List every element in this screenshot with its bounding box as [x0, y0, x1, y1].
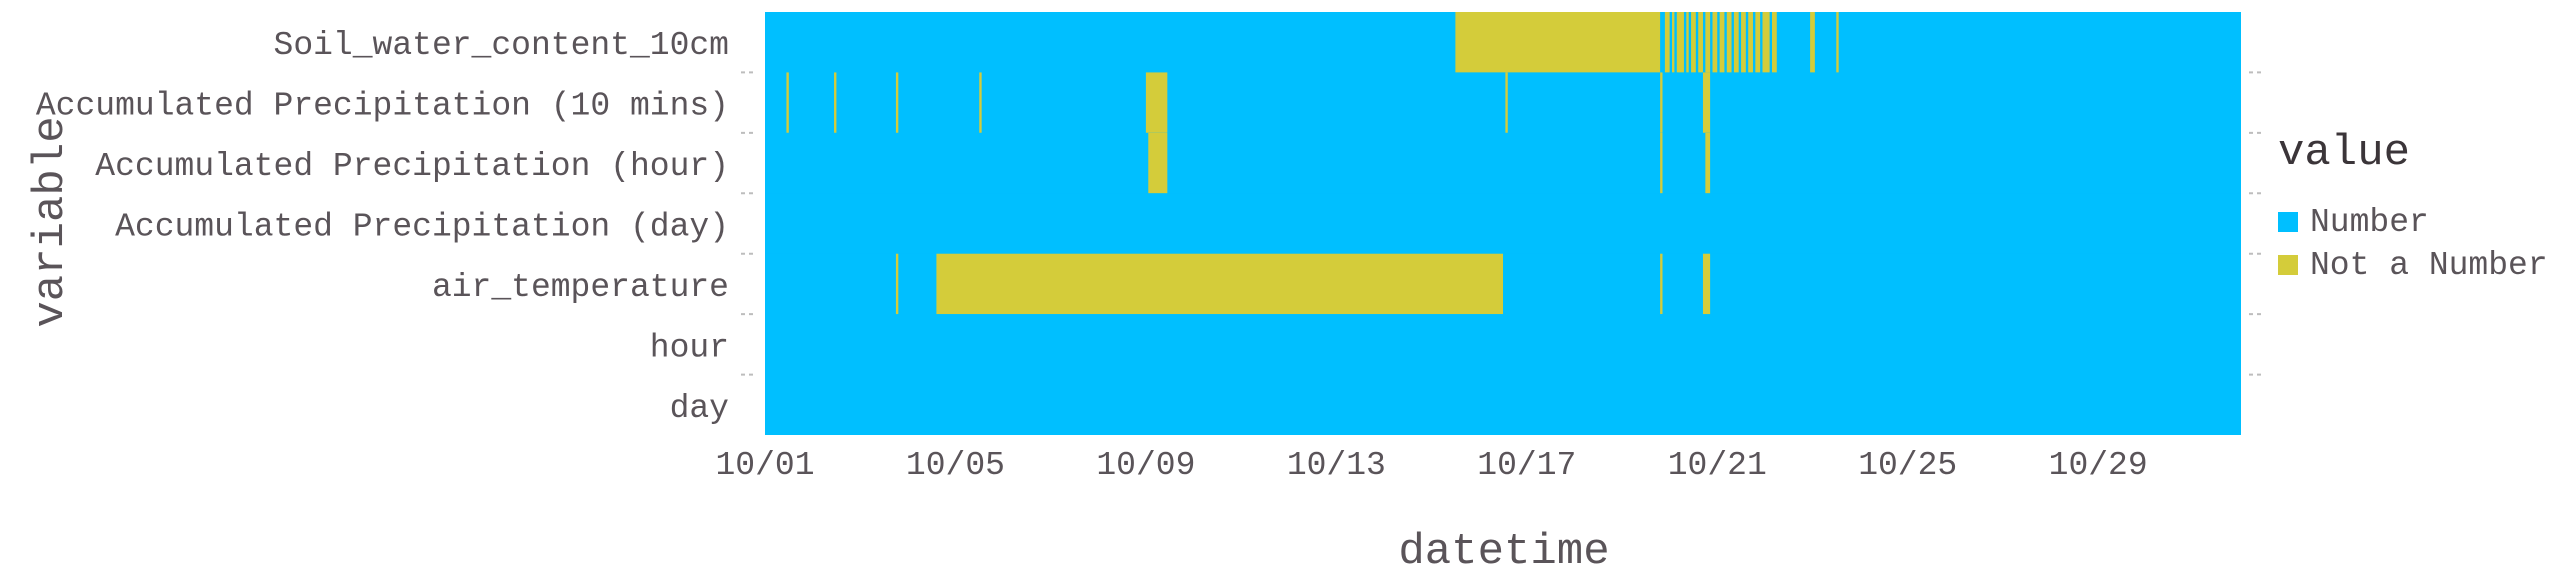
nan-segment [1772, 12, 1777, 73]
heatmap-row [765, 314, 2241, 375]
y-tick-label: Soil_water_content_10cm [274, 27, 729, 64]
nan-segment [834, 72, 837, 133]
x-tick-label: 10/13 [1287, 447, 1386, 484]
nan-segment [1698, 12, 1703, 73]
nan-segment [1686, 12, 1689, 73]
y-tick-label: air_temperature [432, 269, 729, 306]
legend-title: value [2278, 128, 2410, 178]
heatmap-row [765, 374, 2241, 435]
x-tick-label: 10/25 [1858, 447, 1957, 484]
nan-segment [1741, 12, 1746, 73]
x-tick-label: 10/29 [2049, 447, 2148, 484]
nan-segment [1719, 12, 1725, 73]
heatmap-row [765, 193, 2241, 254]
nan-segment [1702, 253, 1711, 315]
nan-segment [1810, 12, 1815, 73]
heatmap-row [765, 132, 2241, 194]
x-tick-label: 10/21 [1668, 447, 1767, 484]
legend-label: Number [2310, 204, 2429, 241]
y-tick-label: Accumulated Precipitation (hour) [95, 148, 729, 185]
y-tick-label: Accumulated Precipitation (day) [115, 209, 729, 246]
nan-segment [1660, 72, 1663, 133]
nan-segment [895, 72, 899, 133]
nan-segment [1726, 12, 1732, 73]
nan-segment [1505, 72, 1508, 133]
heatmap-row [765, 72, 2241, 133]
x-tick-label: 10/01 [715, 447, 814, 484]
y-axis-label: variable [26, 116, 76, 327]
nan-segment [1660, 253, 1663, 315]
nan-segment [1762, 12, 1770, 73]
nan-segment [979, 72, 982, 133]
nan-segment [936, 253, 1503, 315]
plot-area [765, 12, 2241, 435]
y-axis: Soil_water_content_10cm Accumulated Preci… [36, 27, 2265, 427]
x-tick-label: 10/05 [906, 447, 1005, 484]
nan-segment [1836, 12, 1839, 73]
nan-segment [1705, 12, 1711, 73]
nan-segment [1145, 72, 1168, 133]
nan-segment [1148, 132, 1168, 194]
nan-segment [1660, 132, 1663, 194]
y-tick-label: day [670, 390, 729, 427]
y-tick-label: hour [650, 329, 729, 366]
nan-segment [1712, 12, 1718, 73]
nan-segment [1705, 132, 1711, 194]
nan-segment [1755, 12, 1761, 73]
nan-segment [1702, 72, 1711, 133]
legend-swatch [2278, 255, 2298, 275]
legend: value Number Not a Number [2278, 128, 2548, 284]
x-tick-label: 10/09 [1096, 447, 1195, 484]
legend-swatch [2278, 212, 2298, 232]
nan-segment [895, 253, 899, 315]
nan-segment [1733, 12, 1739, 73]
nan-segment [1676, 12, 1684, 73]
legend-label: Not a Number [2310, 247, 2548, 284]
x-axis: 10/01 10/05 10/09 10/13 10/17 10/21 10/25 10/29 [715, 447, 2147, 484]
x-tick-label: 10/17 [1477, 447, 1576, 484]
y-tick-label: Accumulated Precipitation (10 mins) [36, 88, 729, 125]
nan-segment [786, 72, 789, 133]
nan-segment [1748, 12, 1753, 73]
x-axis-label: datetime [1398, 527, 1609, 576]
nan-segment [1691, 12, 1696, 73]
nan-segment [1664, 12, 1670, 73]
nan-segment [1455, 12, 1661, 73]
nan-segment [1672, 12, 1675, 73]
